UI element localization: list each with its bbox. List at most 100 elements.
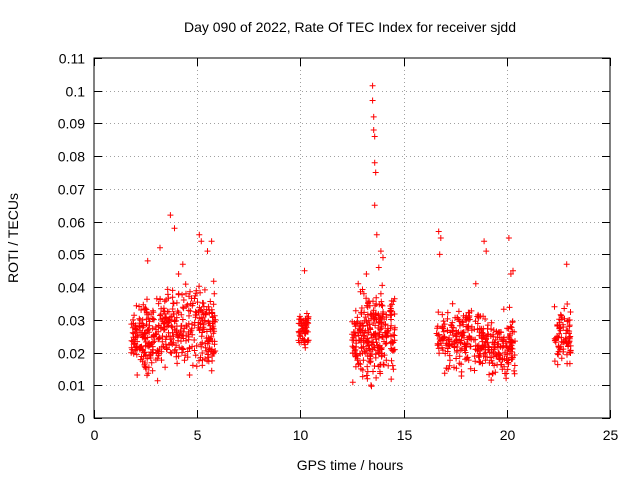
data-point [508,324,515,331]
data-point [435,331,442,338]
data-point [173,299,180,306]
data-point [380,311,387,317]
data-point [508,337,515,344]
data-point [364,363,371,370]
data-point [373,374,380,381]
data-point [450,324,457,331]
data-point [500,342,507,349]
data-point [497,343,504,350]
data-point [296,339,303,346]
data-point [390,346,397,353]
data-point [303,310,310,317]
data-point [377,361,384,368]
data-point [130,334,137,341]
data-point [140,301,147,308]
data-point [167,336,174,343]
data-point [511,362,518,369]
data-point [196,283,203,290]
data-point [136,303,143,310]
data-point [360,290,367,297]
data-point [161,308,168,315]
data-point [561,305,568,312]
data-point [369,82,376,89]
data-point [462,341,469,348]
data-point [376,368,383,375]
data-point [160,305,167,312]
data-point [195,319,202,326]
data-point [511,370,518,377]
data-point [506,304,513,311]
data-point [375,264,382,271]
data-point [551,358,558,365]
data-point [349,350,356,356]
x-tick-label: 20 [500,427,516,443]
data-point [379,282,386,289]
data-point [496,350,503,357]
data-point [297,333,304,340]
data-point [175,309,182,316]
data-point [372,169,379,176]
data-point [130,350,137,357]
data-point [508,354,515,361]
data-point [440,328,447,335]
data-point [185,320,192,327]
data-point [491,341,498,347]
data-point [372,302,378,309]
y-tick-label: 0.03 [58,313,85,329]
data-point [365,329,372,336]
data-point [171,225,178,232]
data-point [369,97,376,104]
data-point [169,287,176,294]
y-tick-label: 0 [77,411,85,427]
data-point [182,281,189,288]
data-point [439,335,446,342]
data-point [488,326,494,333]
data-point [174,360,181,367]
data-point [447,329,454,336]
data-point [356,350,363,357]
data-point [556,316,563,323]
data-point [148,359,155,366]
data-point [367,352,374,359]
data-point [481,350,488,357]
data-point [303,319,310,326]
data-point [512,338,518,345]
data-point [158,344,165,351]
data-point [370,313,377,320]
data-point [505,334,512,341]
data-point [351,320,358,327]
data-point [566,360,573,367]
data-point [140,322,147,329]
data-point [564,327,571,334]
y-tick-label: 0.01 [58,378,85,394]
data-point [388,357,395,364]
data-point [376,319,383,326]
data-point [376,342,383,349]
data-point [557,311,564,318]
data-point [482,316,489,322]
data-point [453,365,460,372]
data-point [355,280,362,287]
data-point [169,306,176,312]
data-point [210,301,217,308]
data-point [558,355,565,362]
data-point [382,340,389,347]
data-point [488,377,495,384]
data-point [503,375,510,382]
data-point [472,280,479,287]
data-point [140,334,146,341]
data-point [499,338,506,345]
data-point [167,212,174,219]
y-tick-label: 0.02 [58,346,85,362]
data-point [179,332,186,339]
data-point [359,373,366,380]
data-point [446,362,453,369]
data-point [364,335,371,342]
data-point [505,235,512,241]
data-point [155,300,162,307]
data-point [472,318,479,325]
data-point [360,357,367,364]
data-point [357,322,364,329]
data-point [360,337,367,344]
data-point [180,346,187,352]
